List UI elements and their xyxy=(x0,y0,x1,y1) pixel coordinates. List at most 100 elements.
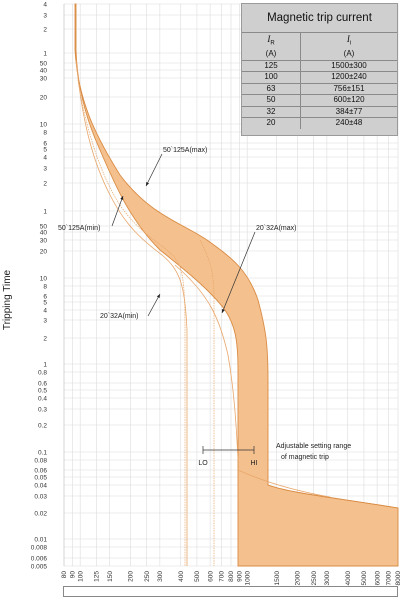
x-tick-label: 1000 xyxy=(244,571,251,586)
y-tick-label: 10 xyxy=(40,275,48,282)
y-tick-label: 0.06 xyxy=(34,467,47,474)
y-tick-label: 0.005 xyxy=(31,563,48,570)
col-ii-symbol: I xyxy=(346,34,350,44)
x-tick-label: 4000 xyxy=(345,571,352,586)
y-axis-ticks: 432150403020108654321504030201086543210.… xyxy=(31,1,48,570)
cell-ir: 100 xyxy=(264,72,278,82)
col-ir-header: IR (A) xyxy=(242,33,300,60)
magnetic-trip-table: Magnetic trip current IR (A) Ii (A) 125 1… xyxy=(241,3,398,136)
x-tick-label: 90 xyxy=(70,571,77,579)
cell-ii: 756±151 xyxy=(300,83,397,95)
x-tick-label: 200 xyxy=(128,571,135,582)
x-tick-label: 150 xyxy=(107,571,114,582)
x-tick-label: 500 xyxy=(194,571,201,582)
col-ir-unit: (A) xyxy=(265,48,277,58)
y-tick-label: 0.1 xyxy=(38,449,47,456)
y-tick-label: 30 xyxy=(40,237,48,244)
x-tick-label: 125 xyxy=(94,571,101,582)
label-max-32: 20`32A(max) xyxy=(256,225,296,232)
y-tick-label: 20 xyxy=(40,94,48,101)
y-tick-label: 1 xyxy=(43,50,47,57)
y-tick-label: 10 xyxy=(40,121,48,128)
x-tick-label: 8000 xyxy=(395,571,402,586)
arrow-max-32-head xyxy=(221,309,225,313)
y-tick-label: 8 xyxy=(43,129,47,136)
label-hi: HI xyxy=(251,460,258,467)
y-tick-label: 50 xyxy=(40,223,48,230)
arrow-max-125-head xyxy=(146,182,150,186)
col-ir-symbol: I xyxy=(267,34,271,44)
y-tick-label: 0.4 xyxy=(38,395,47,402)
y-tick-label: 5 xyxy=(43,299,47,306)
y-tick-label: 0.006 xyxy=(31,555,48,562)
table-title: Magnetic trip current xyxy=(267,12,372,24)
y-tick-label: 0.5 xyxy=(38,387,47,394)
cell-ii: 384±77 xyxy=(300,106,397,118)
x-tick-label: 2000 xyxy=(295,571,302,586)
y-tick-label: 40 xyxy=(40,229,48,236)
table-row: 63 756±151 xyxy=(242,82,397,95)
y-tick-label: 1 xyxy=(43,361,47,368)
x-tick-label: 80 xyxy=(61,571,68,579)
curve-20-32-min xyxy=(174,264,239,461)
table-row: 100 1200±240 xyxy=(242,71,397,83)
arrow-min-32-head xyxy=(156,294,160,298)
y-tick-label: 40 xyxy=(40,67,48,74)
label-lo: LO xyxy=(198,460,208,467)
label-min-32: 20`32A(min) xyxy=(100,313,139,320)
cell-ii: 1500±300 xyxy=(300,60,397,72)
cell-ir: 63 xyxy=(266,83,276,93)
x-tick-label: 600 xyxy=(207,571,214,582)
table-row: 32 384±77 xyxy=(242,105,397,118)
y-tick-label: 3 xyxy=(43,317,47,324)
x-tick-label: 100 xyxy=(77,571,84,582)
x-axis-ticks: 80 90 100 125 150 200 250 300 400 500 600 700 800 900… xyxy=(61,571,402,586)
x-tick-label: 7000 xyxy=(386,571,393,586)
arrow-min-125-head xyxy=(120,196,124,200)
y-tick-label: 6 xyxy=(43,140,47,147)
y-tick-label: 0.08 xyxy=(34,457,47,464)
label-adjustable-2: of magnetic trip xyxy=(281,454,329,461)
curve-min-low xyxy=(75,59,188,566)
cell-ii: 240±48 xyxy=(300,118,397,129)
y-tick-label: 4 xyxy=(43,307,47,314)
x-tick-label: 1500 xyxy=(274,571,281,586)
col-ii-sub: i xyxy=(349,40,352,47)
col-ir-sub: R xyxy=(270,40,275,47)
cell-ir: 125 xyxy=(264,60,278,70)
y-tick-label: 50 xyxy=(40,60,48,67)
x-tick-label: 300 xyxy=(157,571,164,582)
arrow-max-32 xyxy=(221,231,256,314)
x-tick-label: 900 xyxy=(237,571,244,582)
x-tick-label: 6000 xyxy=(374,571,381,586)
y-tick-label: 2 xyxy=(43,335,47,342)
arrow-min-32 xyxy=(147,293,161,317)
x-tick-label: 250 xyxy=(144,571,151,582)
x-tick-label: 5000 xyxy=(361,571,368,586)
col-ii-unit: (A) xyxy=(343,48,355,58)
label-min-125: 50`125A(min) xyxy=(58,225,100,232)
y-tick-label: 8 xyxy=(43,283,47,290)
curve-mid-dashed xyxy=(199,239,215,566)
table-row: 125 1500±300 xyxy=(242,59,397,72)
arrow-min-125 xyxy=(111,195,124,227)
x-tick-label: 3000 xyxy=(324,571,331,586)
table-body: 125 1500±300 100 1200±240 63 756±151 50 600±120… xyxy=(242,59,397,129)
col-ii-header: Ii (A) xyxy=(300,33,397,60)
x-tick-label: 2500 xyxy=(311,571,318,586)
curve-tail xyxy=(237,469,331,498)
arrow-max-125 xyxy=(145,153,163,187)
chart-annotations: 50`125A(max) 50`125A(min) 20`32A(max) 20`32… xyxy=(58,147,351,467)
cell-ii: 1200±240 xyxy=(300,72,397,83)
y-tick-label: 30 xyxy=(40,75,48,82)
y-tick-label: 0.8 xyxy=(38,369,47,376)
x-tick-label: 400 xyxy=(178,571,185,582)
y-tick-label: 4 xyxy=(43,1,47,8)
label-adjustable: Adjustable setting range xyxy=(276,443,351,450)
y-tick-label: 0.2 xyxy=(38,422,47,429)
y-tick-label: 2 xyxy=(43,26,47,33)
chart-marks xyxy=(74,3,399,567)
y-tick-label: 0.05 xyxy=(34,474,47,481)
x-tick-label: 800 xyxy=(228,571,235,582)
x-tick-label: 700 xyxy=(219,571,226,582)
